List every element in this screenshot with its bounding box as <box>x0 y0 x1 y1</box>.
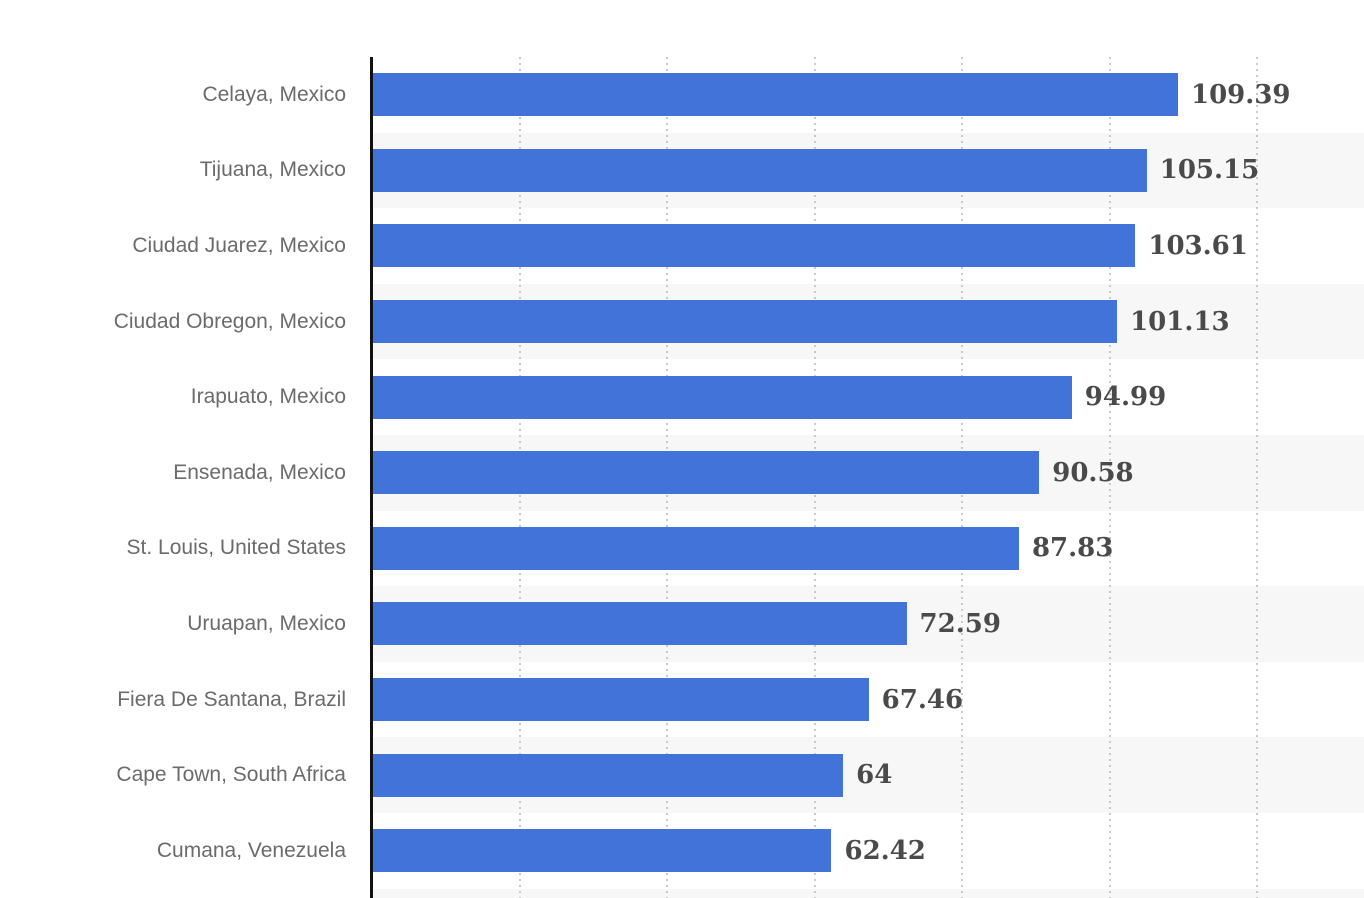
category-label-cell: Uruapan, Mexico <box>0 586 371 662</box>
plot-cell: 105.15 <box>371 132 1364 209</box>
category-label-cell: Irapuato, Mexico <box>0 359 371 435</box>
bar <box>371 224 1136 268</box>
plot-cell: 101.13 <box>371 283 1364 360</box>
category-label-cell: Ciudad Juarez, Mexico <box>0 208 371 284</box>
bar-row: Fiera De Santana, Brazil 67.46 <box>0 661 1364 738</box>
value-label: 67.46 <box>881 684 964 715</box>
bar-row: Ciudad Obregon, Mexico 101.13 <box>0 283 1364 360</box>
category-label-cell: Cape Town, South Africa <box>0 737 371 813</box>
category-label: Cape Town, South Africa <box>116 763 346 787</box>
chart-rows: Celaya, Mexico 109.39 Tijuana, Mexico 10… <box>0 57 1364 889</box>
bar-row: St. Louis, United States 87.83 <box>0 510 1364 587</box>
category-label-cell: Ensenada, Mexico <box>0 434 371 511</box>
bar-row: Uruapan, Mexico 72.59 <box>0 586 1364 662</box>
value-label: 105.15 <box>1159 155 1260 186</box>
alt-band-partial <box>371 888 1364 898</box>
category-label: Cumana, Venezuela <box>156 838 346 862</box>
category-label: Ciudad Juarez, Mexico <box>132 233 346 257</box>
bar-row: Irapuato, Mexico 94.99 <box>0 359 1364 435</box>
value-label: 94.99 <box>1084 382 1167 413</box>
category-label-cell: Celaya, Mexico <box>0 57 371 133</box>
bar <box>371 602 907 646</box>
category-label: St. Louis, United States <box>126 536 346 560</box>
value-label: 109.39 <box>1191 79 1291 110</box>
category-label-cell: Fiera De Santana, Brazil <box>0 661 371 738</box>
bar <box>371 375 1072 419</box>
category-label-cell: St. Louis, United States <box>0 510 371 587</box>
plot-cell: 87.83 <box>371 511 1364 587</box>
bar <box>371 451 1040 495</box>
bar <box>371 678 869 722</box>
bar-row: Ciudad Juarez, Mexico 103.61 <box>0 208 1364 284</box>
value-label: 101.13 <box>1130 306 1230 337</box>
bar-row: Ensenada, Mexico 90.58 <box>0 434 1364 511</box>
bar-row: Tijuana, Mexico 105.15 <box>0 132 1364 209</box>
category-label: Ensenada, Mexico <box>173 460 346 484</box>
category-label: Fiera De Santana, Brazil <box>117 687 346 711</box>
bar <box>371 73 1178 117</box>
value-label: 90.58 <box>1052 457 1134 488</box>
category-label: Irapuato, Mexico <box>190 385 346 409</box>
bar-row: Cape Town, South Africa 64 <box>0 737 1364 813</box>
bar <box>371 526 1019 570</box>
plot-cell: 109.39 <box>371 57 1364 133</box>
category-label: Celaya, Mexico <box>202 82 346 106</box>
plot-cell: 62.42 <box>371 813 1364 889</box>
category-label: Ciudad Obregon, Mexico <box>113 309 346 333</box>
category-label-cell: Tijuana, Mexico <box>0 132 371 209</box>
plot-cell: 64 <box>371 737 1364 813</box>
bar-row: Celaya, Mexico 109.39 <box>0 57 1364 133</box>
bar <box>371 829 832 873</box>
bar <box>371 300 1118 344</box>
bar-row: Cumana, Venezuela 62.42 <box>0 812 1364 889</box>
category-label-cell: Cumana, Venezuela <box>0 812 371 889</box>
plot-cell: 103.61 <box>371 208 1364 284</box>
category-label: Uruapan, Mexico <box>187 611 346 635</box>
value-label: 64 <box>856 760 893 791</box>
y-axis-line <box>370 57 373 898</box>
value-label: 103.61 <box>1148 230 1248 261</box>
value-label: 72.59 <box>919 608 1001 639</box>
value-label: 87.83 <box>1031 533 1114 564</box>
bar <box>371 148 1147 192</box>
plot-cell: 72.59 <box>371 586 1364 662</box>
category-label-cell: Ciudad Obregon, Mexico <box>0 283 371 360</box>
plot-cell: 94.99 <box>371 359 1364 435</box>
category-label: Tijuana, Mexico <box>199 158 346 182</box>
plot-cell: 90.58 <box>371 434 1364 511</box>
value-label: 62.42 <box>844 835 926 866</box>
plot-cell: 67.46 <box>371 662 1364 738</box>
bar <box>371 753 844 797</box>
